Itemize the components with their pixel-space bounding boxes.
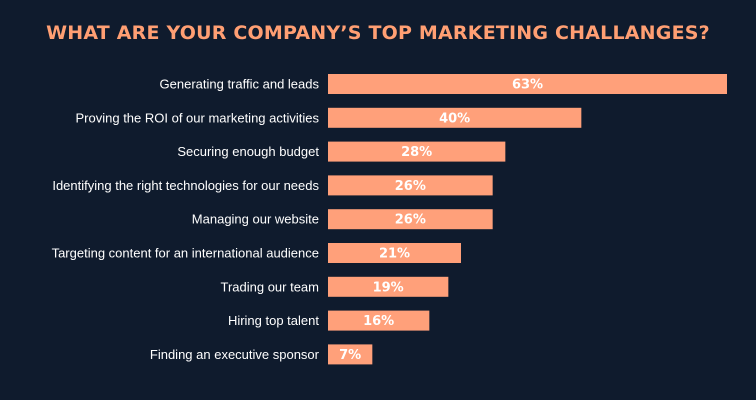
bars-layer: Generating traffic and leads 63% Proving t… [52, 74, 727, 365]
category-label: Trading our team [220, 279, 319, 294]
category-label: Proving the ROI of our marketing activit… [76, 110, 320, 125]
category-label: Securing enough budget [177, 144, 319, 159]
category-label: Identifying the right technologies for o… [52, 178, 319, 193]
category-label: Managing our website [192, 212, 319, 227]
category-label: Hiring top talent [228, 313, 319, 328]
category-label: Finding an executive sponsor [150, 347, 320, 362]
value-label: 40% [439, 111, 470, 126]
category-label: Targeting content for an international a… [52, 246, 319, 261]
bar [328, 276, 449, 297]
bar [328, 74, 727, 94]
value-label: 26% [395, 179, 426, 194]
value-label: 7% [339, 348, 361, 363]
value-label: 16% [363, 314, 394, 329]
bar [328, 344, 373, 365]
bar [328, 209, 493, 230]
chart-title: WHAT ARE YOUR COMPANY’S TOP MARKETING CH… [46, 22, 710, 44]
value-label: 21% [379, 247, 410, 262]
bar [328, 243, 461, 263]
value-label: 26% [395, 213, 426, 228]
value-label: 63% [512, 78, 543, 93]
bar [328, 175, 493, 196]
value-label: 28% [401, 145, 432, 160]
value-label: 19% [373, 280, 404, 295]
category-label: Generating traffic and leads [160, 77, 320, 92]
bar [328, 107, 582, 128]
bar [328, 141, 506, 162]
bar [328, 310, 430, 331]
